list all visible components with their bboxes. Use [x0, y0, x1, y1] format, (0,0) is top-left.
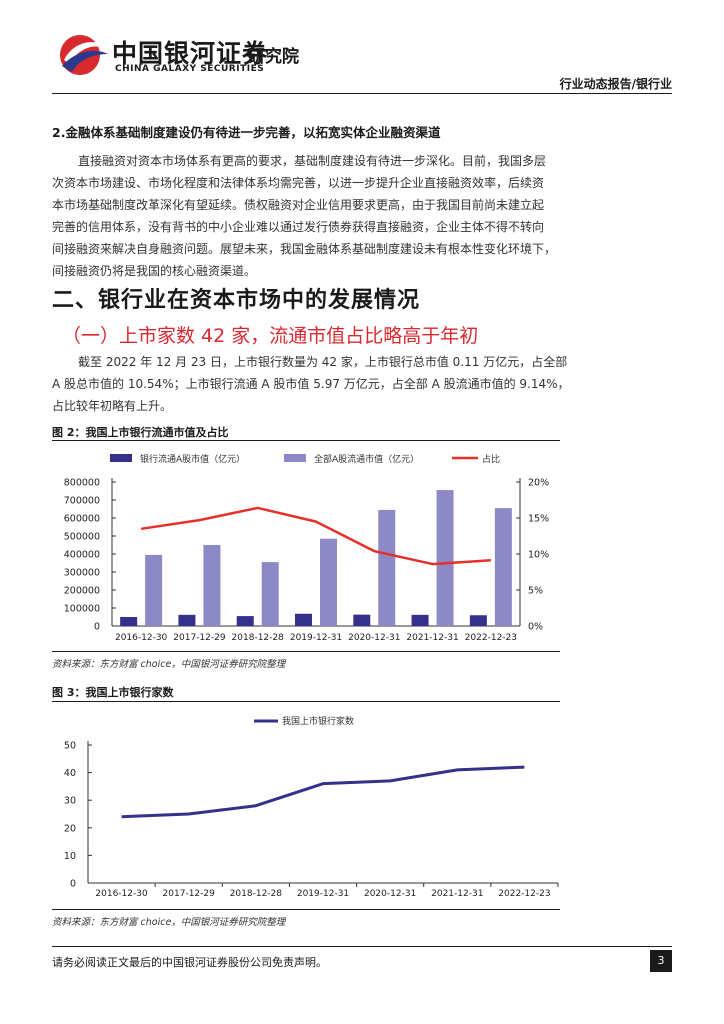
- figure-3-title: 图 3：我国上市银行家数: [52, 686, 174, 699]
- x-tick-label: 2020-12-31: [364, 889, 416, 899]
- bar-all-a-share-float-cap: [261, 562, 279, 626]
- x-tick-label: 2016-12-30: [115, 633, 168, 643]
- legend-swatch: [284, 454, 306, 462]
- page-number: 3: [650, 950, 672, 972]
- paragraph-line: 占比较年初略有上升。: [52, 399, 173, 413]
- x-tick-label: 2022-12-23: [498, 889, 550, 899]
- figure-2-bottom-rule: [52, 651, 560, 652]
- y-right-tick-label: 10%: [528, 550, 549, 561]
- y-left-tick-label: 0: [94, 622, 100, 633]
- paragraph-line: A 股总市值的 10.54%；上市银行流通 A 股市值 5.97 万亿元，占全部…: [52, 377, 570, 391]
- bar-bank-float-cap: [411, 614, 429, 626]
- y-tick-label: 0: [70, 879, 76, 890]
- paragraph-line: 截至 2022 年 12 月 23 日，上市银行数量为 42 家，上市银行总市值…: [78, 355, 568, 369]
- y-right-tick-label: 0%: [528, 622, 543, 633]
- bar-all-a-share-float-cap: [203, 545, 221, 626]
- x-tick-label: 2017-12-29: [173, 633, 226, 643]
- y-left-tick-label: 100000: [64, 604, 100, 615]
- legend-label: 全部A股流通市值（亿元）: [314, 453, 419, 465]
- header-divider: [52, 93, 672, 94]
- disclaimer: 请务必阅读正文最后的中国银河证券股份公司免责声明。: [52, 956, 327, 969]
- x-tick-label: 2019-12-31: [297, 889, 349, 899]
- brand-institute: 研究院: [248, 47, 299, 67]
- bar-all-a-share-float-cap: [436, 490, 454, 626]
- x-tick-label: 2021-12-31: [406, 633, 458, 643]
- x-tick-label: 2022-12-23: [465, 633, 517, 643]
- paragraph-line: 间接融资仍将是我国的核心融资渠道。: [52, 264, 257, 278]
- brand-name-en: CHINA GALAXY SECURITIES: [115, 64, 265, 74]
- figure-2-title: 图 2：我国上市银行流通市值及占比: [52, 426, 229, 439]
- figure-2-top-rule: [52, 440, 560, 441]
- chapter-title: 二、银行业在资本市场中的发展情况: [52, 288, 421, 313]
- y-right-tick-label: 5%: [528, 586, 543, 597]
- legend-label: 我国上市银行家数: [282, 715, 354, 727]
- x-tick-label: 2017-12-29: [163, 889, 216, 899]
- bank-count-chart: 我国上市银行家数 0 10 20 30 40 50 2016-12-30 2017-12-29 2…: [64, 715, 559, 899]
- y-left-tick-label: 400000: [64, 550, 100, 561]
- bar-bank-float-cap: [236, 616, 254, 626]
- y-tick-label: 30: [64, 796, 76, 807]
- section-heading: 2.金融体系基础制度建设仍有待进一步完善，以拓宽实体企业融资渠道: [52, 125, 441, 140]
- x-tick-label: 2016-12-30: [95, 889, 148, 899]
- y-tick-label: 40: [64, 768, 76, 779]
- legend-label: 银行流通A股市值（亿元）: [140, 453, 245, 465]
- china-galaxy-logo: [60, 35, 108, 75]
- x-tick-label: 2019-12-31: [290, 633, 342, 643]
- x-tick-label: 2020-12-31: [348, 633, 400, 643]
- figure-2-source: 资料来源：东方财富 choice，中国银河证券研究院整理: [52, 659, 286, 670]
- market-value-chart: 银行流通A股市值（亿元） 全部A股流通市值（亿元） 占比 0 100000 200000 3…: [64, 453, 549, 643]
- x-tick-label: 2018-12-28: [230, 889, 283, 899]
- brand-name-cn: 中国银河证券: [112, 39, 269, 68]
- y-left-tick-label: 300000: [64, 568, 100, 579]
- bar-all-a-share-float-cap: [145, 554, 163, 626]
- paragraph-line: 次资本市场建设、市场化程度和法律体系均需完善，以进一步提升企业直接融资效率，后续…: [52, 176, 545, 190]
- y-tick-label: 10: [64, 851, 76, 862]
- bar-bank-float-cap: [295, 613, 312, 626]
- paragraph-line: 本市场基础制度改革深化有望延续。债权融资对企业信用要求更高，由于我国目前尚未建立…: [52, 198, 545, 212]
- figure-3-top-rule: [52, 701, 560, 702]
- logo-swoosh-blue: [62, 50, 108, 72]
- x-tick-label: 2021-12-31: [431, 889, 483, 899]
- y-left-tick-label: 800000: [64, 478, 100, 489]
- x-tick-label: 2018-12-28: [232, 633, 285, 643]
- y-tick-label: 20: [64, 823, 76, 834]
- figure-3-bottom-rule: [52, 909, 560, 910]
- bar-all-a-share-float-cap: [378, 509, 396, 626]
- paragraph-line: 完善的信用体系，没有背书的中小企业难以通过发行债券获得直接融资，企业主体不得不转…: [52, 220, 545, 234]
- y-left-tick-label: 500000: [64, 532, 100, 543]
- y-tick-label: 50: [64, 741, 76, 752]
- y-left-tick-label: 200000: [64, 586, 100, 597]
- paragraph-line: 间接融资来解决自身融资问题。展望未来，我国金融体系基础制度建设未有根本性变化环境…: [52, 242, 557, 256]
- bar-bank-float-cap: [178, 614, 196, 626]
- paragraph-line: 直接融资对资本市场体系有更高的要求，基础制度建设有待进一步深化。目前，我国多层: [78, 154, 547, 168]
- bank-count-line: [121, 765, 525, 819]
- y-right-tick-label: 15%: [528, 514, 549, 525]
- bar-all-a-share-float-cap: [494, 508, 512, 626]
- bar-all-a-share-float-cap: [320, 538, 337, 626]
- report-type: 行业动态报告/银行业: [559, 77, 672, 91]
- bar-bank-float-cap: [353, 614, 371, 626]
- chapter-subtitle: （一）上市家数 42 家，流通市值占比略高于年初: [62, 325, 479, 347]
- figure-3-source: 资料来源：东方财富 choice，中国银河证券研究院整理: [52, 917, 286, 928]
- footer-divider: [52, 946, 672, 947]
- y-right-tick-label: 20%: [528, 478, 549, 489]
- legend-swatch: [110, 454, 132, 462]
- bar-bank-float-cap: [469, 615, 487, 626]
- y-left-tick-label: 600000: [64, 514, 100, 525]
- bar-bank-float-cap: [120, 617, 138, 626]
- legend-label: 占比: [482, 453, 500, 465]
- y-left-tick-label: 700000: [64, 496, 100, 507]
